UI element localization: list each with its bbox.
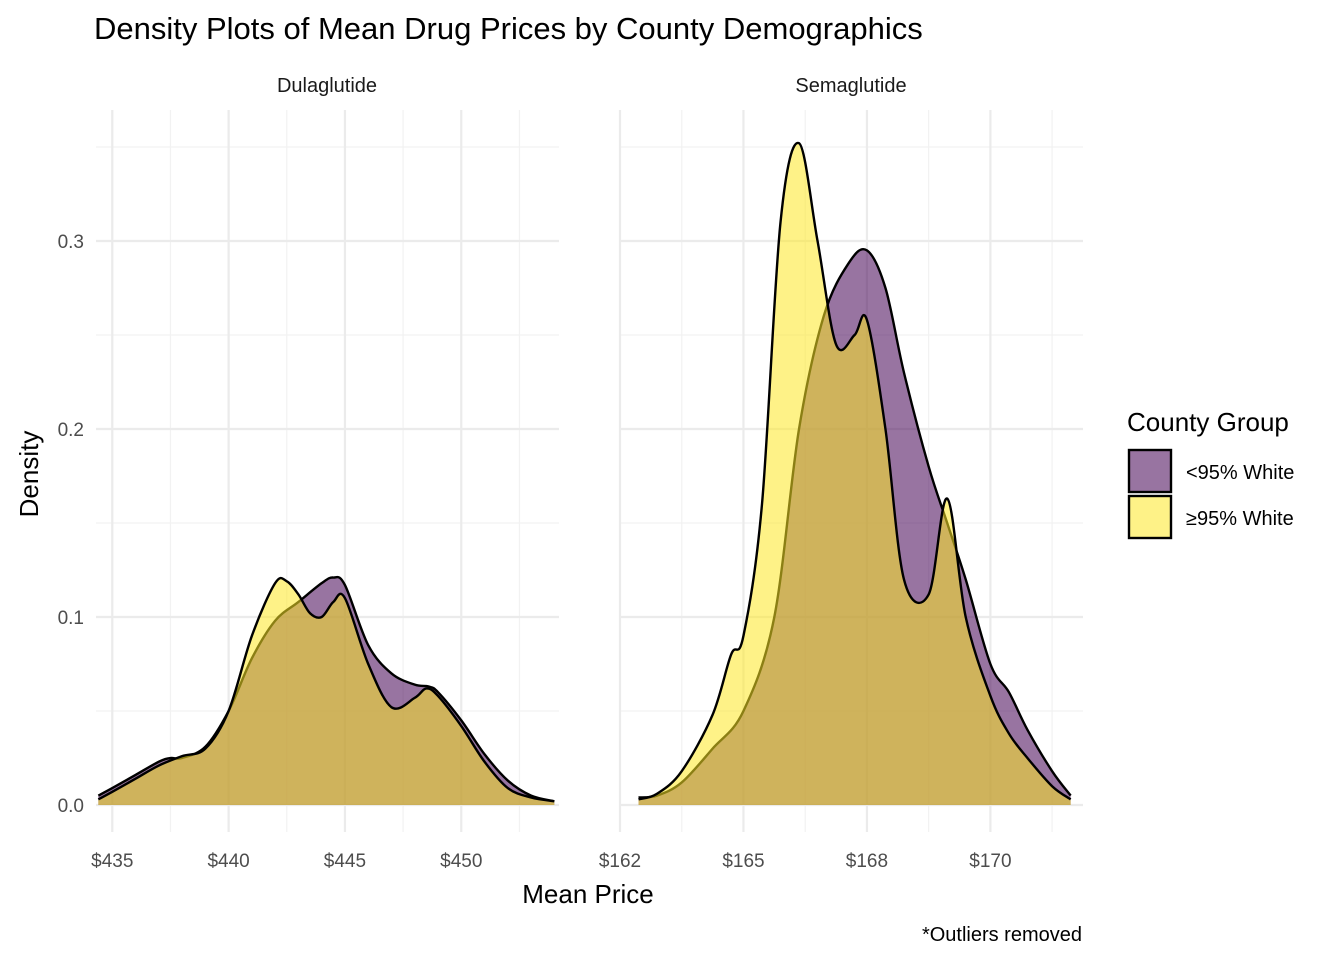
density-curve-lt95-white bbox=[97, 575, 555, 803]
x-tick-label: $162 bbox=[599, 851, 641, 872]
panel-series bbox=[638, 141, 1072, 805]
y-tick-label: 0.2 bbox=[58, 420, 84, 441]
legend-key-lt95-white bbox=[1127, 448, 1173, 494]
panel-dulaglutide: Dulaglutide $435 $440 $445 $450 bbox=[91, 75, 559, 872]
facet-strip-label: Semaglutide bbox=[795, 75, 906, 97]
legend: County Group <95% White ≥95% White bbox=[1127, 407, 1294, 540]
y-axis-title: Density bbox=[14, 431, 44, 518]
legend-title: County Group bbox=[1127, 407, 1289, 437]
facet-strip-label: Dulaglutide bbox=[277, 75, 377, 97]
chart-caption: *Outliers removed bbox=[922, 924, 1082, 946]
density-curve-ge95-white bbox=[638, 141, 1072, 801]
x-tick-labels: $162 $165 $168 $170 bbox=[599, 851, 1012, 872]
panel-semaglutide: Semaglutide $162 $165 $168 $170 bbox=[599, 75, 1083, 872]
x-tick-label: $170 bbox=[969, 851, 1011, 872]
y-tick-labels: 0.0 0.1 0.2 0.3 bbox=[58, 232, 84, 817]
chart-title: Density Plots of Mean Drug Prices by Cou… bbox=[94, 11, 923, 46]
x-tick-label: $440 bbox=[207, 851, 249, 872]
legend-label: ≥95% White bbox=[1186, 508, 1294, 530]
x-tick-labels: $435 $440 $445 $450 bbox=[91, 851, 482, 872]
density-area-ge95-white bbox=[98, 578, 555, 805]
x-axis-title: Mean Price bbox=[522, 879, 654, 909]
x-tick-label: $450 bbox=[440, 851, 482, 872]
density-curve-ge95-white bbox=[97, 576, 555, 803]
density-area-ge95-white bbox=[638, 142, 1071, 805]
y-tick-label: 0.0 bbox=[58, 796, 84, 817]
y-tick-label: 0.3 bbox=[58, 232, 84, 253]
x-tick-label: $435 bbox=[91, 851, 133, 872]
x-tick-label: $165 bbox=[722, 851, 764, 872]
legend-label: <95% White bbox=[1186, 462, 1294, 484]
x-tick-label: $168 bbox=[846, 851, 888, 872]
panel-series bbox=[97, 575, 555, 805]
x-tick-label: $445 bbox=[324, 851, 366, 872]
legend-key-ge95-white bbox=[1127, 494, 1173, 540]
y-tick-label: 0.1 bbox=[58, 608, 84, 629]
